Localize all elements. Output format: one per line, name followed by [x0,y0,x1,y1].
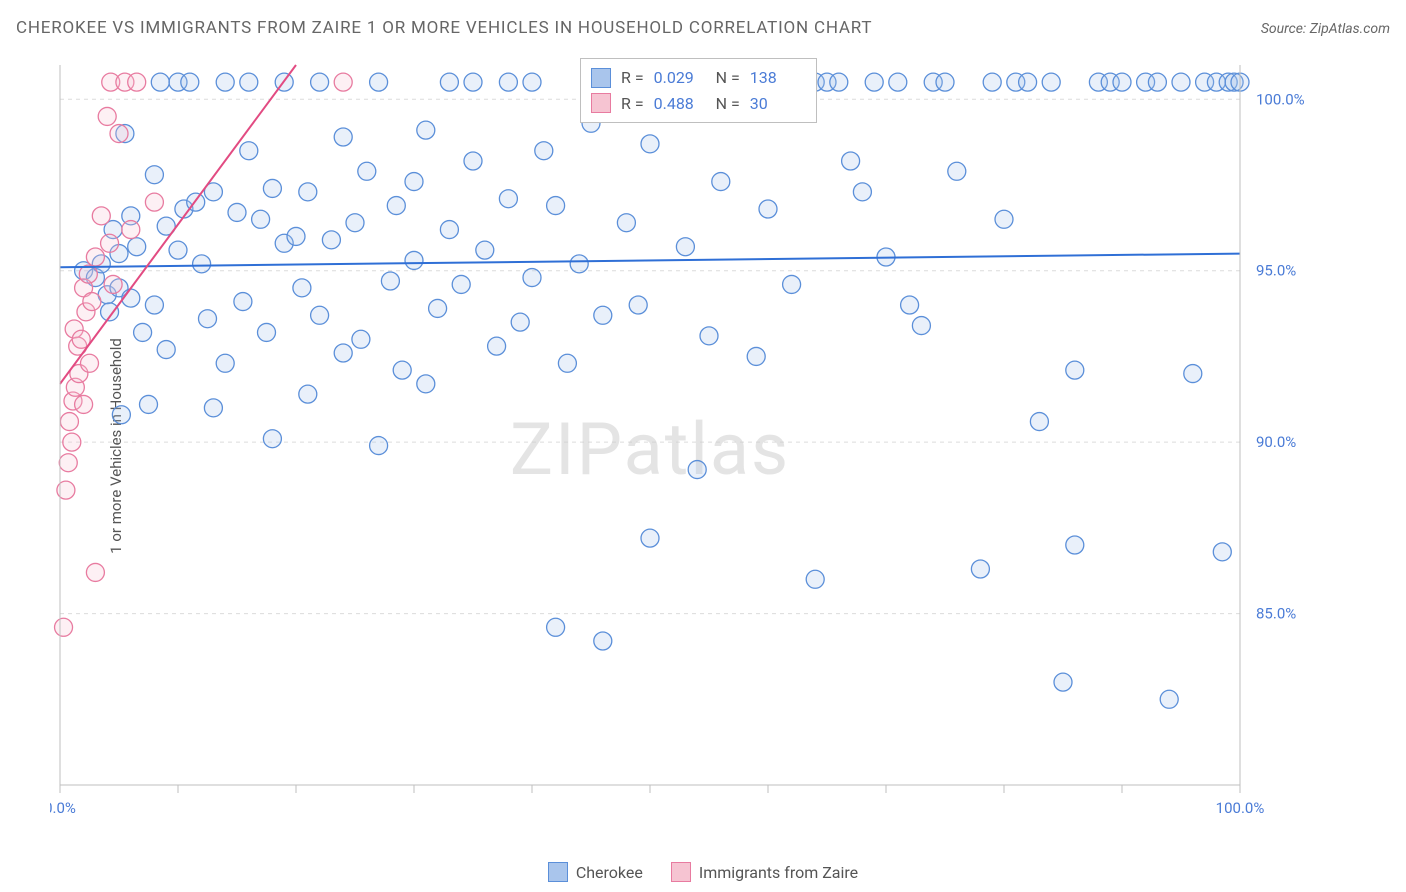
svg-text:ZIPatlas: ZIPatlas [510,407,790,492]
swatch-cherokee [591,68,611,88]
chart-plot: 85.0% 90.0% 95.0% 100.0% ZIPatlas 0.0% 100.0% [50,55,1310,825]
chart-title: CHEROKEE VS IMMIGRANTS FROM ZAIRE 1 OR M… [16,18,872,38]
swatch-zaire [671,862,691,882]
source-attribution: Source: ZipAtlas.com [1261,21,1390,37]
legend-item-cherokee: Cherokee [548,862,643,882]
swatch-zaire [591,93,611,113]
stat-n-value-zaire: 30 [750,91,802,117]
stats-row-zaire: R = 0.488 N = 30 [591,91,802,117]
stat-n-label: N = [716,65,740,91]
svg-text:100.0%: 100.0% [1216,799,1265,817]
svg-text:90.0%: 90.0% [1256,433,1296,451]
svg-text:85.0%: 85.0% [1256,605,1296,623]
legend-item-zaire: Immigrants from Zaire [671,862,858,882]
stat-r-label: R = [621,91,644,117]
legend-label-zaire: Immigrants from Zaire [699,863,858,882]
bottom-legend: Cherokee Immigrants from Zaire [0,862,1406,882]
svg-text:95.0%: 95.0% [1256,262,1296,280]
stat-r-value-cherokee: 0.029 [654,65,706,91]
legend-label-cherokee: Cherokee [576,863,643,882]
stat-n-label: N = [716,91,740,117]
stat-n-value-cherokee: 138 [750,65,802,91]
stat-r-label: R = [621,65,644,91]
stat-r-value-zaire: 0.488 [654,91,706,117]
svg-text:100.0%: 100.0% [1256,90,1305,108]
svg-text:0.0%: 0.0% [50,799,76,817]
stats-row-cherokee: R = 0.029 N = 138 [591,65,802,91]
swatch-cherokee [548,862,568,882]
correlation-stats-box: R = 0.029 N = 138 R = 0.488 N = 30 [580,58,817,123]
